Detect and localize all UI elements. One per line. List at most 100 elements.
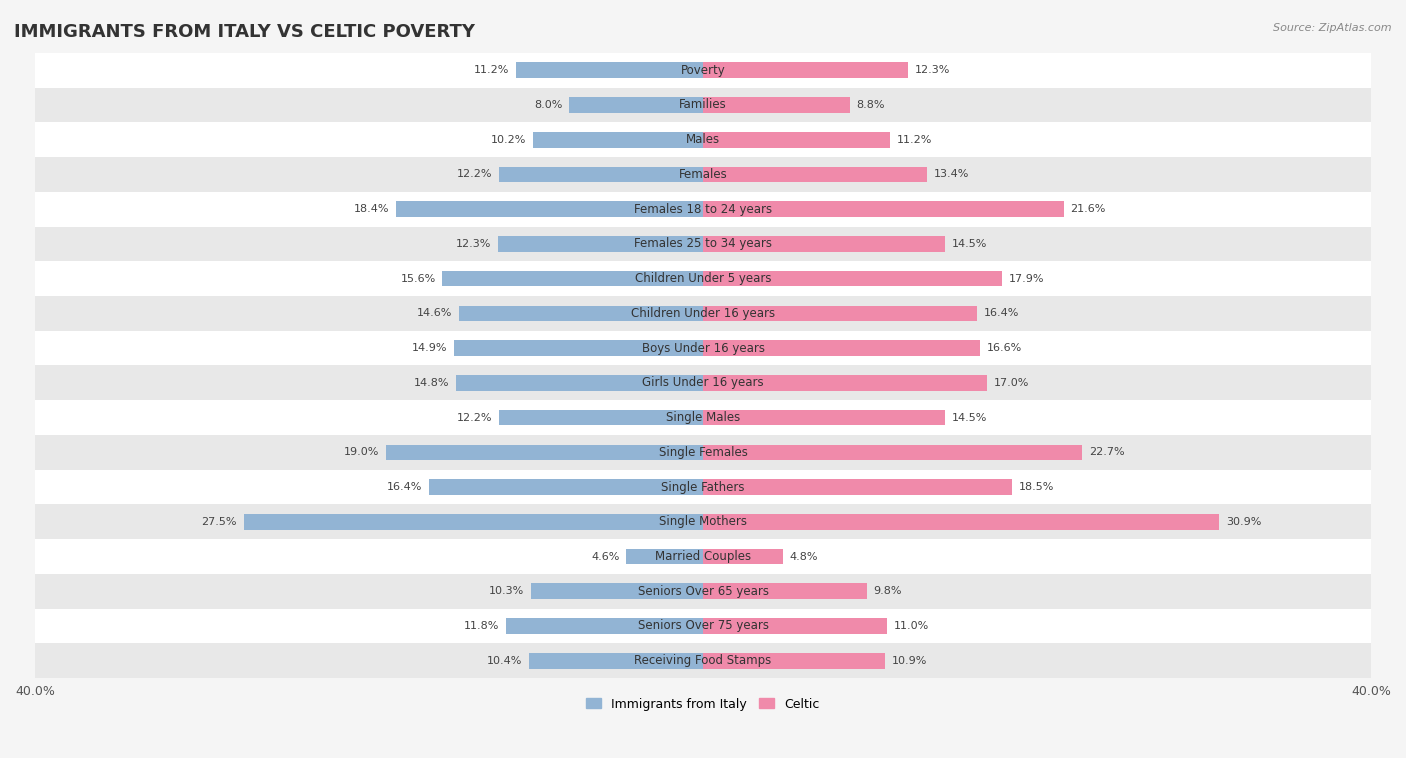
Bar [703, 305, 977, 321]
Bar [626, 549, 703, 564]
Bar [703, 514, 1219, 530]
Text: Married Couples: Married Couples [655, 550, 751, 563]
Bar [703, 653, 884, 669]
Text: 10.9%: 10.9% [891, 656, 927, 666]
Text: 21.6%: 21.6% [1070, 204, 1105, 215]
Bar [703, 549, 783, 564]
Bar [703, 97, 851, 113]
Text: 12.3%: 12.3% [456, 239, 491, 249]
Text: 27.5%: 27.5% [201, 517, 238, 527]
Bar [703, 62, 908, 78]
Bar [499, 410, 703, 425]
Bar [35, 227, 1371, 262]
Bar [569, 97, 703, 113]
Text: Single Mothers: Single Mothers [659, 515, 747, 528]
Text: 18.4%: 18.4% [353, 204, 389, 215]
Legend: Immigrants from Italy, Celtic: Immigrants from Italy, Celtic [581, 693, 825, 716]
Bar [531, 584, 703, 599]
Text: Females: Females [679, 168, 727, 181]
Bar [506, 619, 703, 634]
Bar [498, 236, 703, 252]
Bar [703, 340, 980, 356]
Text: Children Under 16 years: Children Under 16 years [631, 307, 775, 320]
Bar [703, 132, 890, 148]
Text: Single Fathers: Single Fathers [661, 481, 745, 493]
Text: Females 25 to 34 years: Females 25 to 34 years [634, 237, 772, 250]
Text: Poverty: Poverty [681, 64, 725, 77]
Bar [703, 619, 887, 634]
Text: Receiving Food Stamps: Receiving Food Stamps [634, 654, 772, 667]
Bar [703, 167, 927, 182]
Bar [35, 470, 1371, 504]
Text: Families: Families [679, 99, 727, 111]
Text: 11.2%: 11.2% [474, 65, 509, 75]
Bar [703, 584, 866, 599]
Text: 14.6%: 14.6% [418, 309, 453, 318]
Bar [35, 609, 1371, 644]
Bar [243, 514, 703, 530]
Bar [456, 375, 703, 390]
Bar [703, 236, 945, 252]
Bar [529, 653, 703, 669]
Bar [385, 444, 703, 460]
Bar [35, 365, 1371, 400]
Text: 14.5%: 14.5% [952, 412, 987, 422]
Text: 10.4%: 10.4% [488, 656, 523, 666]
Text: 4.8%: 4.8% [790, 552, 818, 562]
Text: 10.3%: 10.3% [489, 586, 524, 597]
Bar [35, 122, 1371, 157]
Text: 8.8%: 8.8% [856, 100, 886, 110]
Bar [35, 330, 1371, 365]
Text: 16.4%: 16.4% [387, 482, 422, 492]
Text: 11.8%: 11.8% [464, 621, 499, 631]
Bar [35, 192, 1371, 227]
Text: 15.6%: 15.6% [401, 274, 436, 283]
Text: 14.8%: 14.8% [413, 377, 449, 388]
Bar [35, 262, 1371, 296]
Text: 4.6%: 4.6% [591, 552, 620, 562]
Text: 14.9%: 14.9% [412, 343, 447, 353]
Bar [35, 157, 1371, 192]
Text: 17.0%: 17.0% [994, 377, 1029, 388]
Bar [533, 132, 703, 148]
Text: Boys Under 16 years: Boys Under 16 years [641, 342, 765, 355]
Bar [703, 375, 987, 390]
Bar [454, 340, 703, 356]
Bar [429, 479, 703, 495]
Text: 11.0%: 11.0% [893, 621, 928, 631]
Text: 22.7%: 22.7% [1088, 447, 1125, 457]
Text: Girls Under 16 years: Girls Under 16 years [643, 377, 763, 390]
Text: Source: ZipAtlas.com: Source: ZipAtlas.com [1274, 23, 1392, 33]
Text: Single Males: Single Males [666, 411, 740, 424]
Text: 9.8%: 9.8% [873, 586, 901, 597]
Text: Children Under 5 years: Children Under 5 years [634, 272, 772, 285]
Text: IMMIGRANTS FROM ITALY VS CELTIC POVERTY: IMMIGRANTS FROM ITALY VS CELTIC POVERTY [14, 23, 475, 41]
Text: Seniors Over 75 years: Seniors Over 75 years [637, 619, 769, 632]
Text: 12.2%: 12.2% [457, 412, 492, 422]
Text: 13.4%: 13.4% [934, 170, 969, 180]
Bar [35, 574, 1371, 609]
Text: 11.2%: 11.2% [897, 135, 932, 145]
Text: 16.6%: 16.6% [987, 343, 1022, 353]
Bar [35, 296, 1371, 330]
Text: 8.0%: 8.0% [534, 100, 562, 110]
Text: 19.0%: 19.0% [343, 447, 380, 457]
Text: 12.2%: 12.2% [457, 170, 492, 180]
Bar [703, 444, 1083, 460]
Text: 30.9%: 30.9% [1226, 517, 1261, 527]
Bar [703, 271, 1002, 287]
Text: 16.4%: 16.4% [984, 309, 1019, 318]
Text: Single Females: Single Females [658, 446, 748, 459]
Bar [499, 167, 703, 182]
Bar [35, 400, 1371, 435]
Bar [35, 644, 1371, 678]
Bar [35, 88, 1371, 122]
Bar [703, 202, 1064, 217]
Bar [35, 53, 1371, 88]
Bar [516, 62, 703, 78]
Text: 12.3%: 12.3% [915, 65, 950, 75]
Text: 10.2%: 10.2% [491, 135, 526, 145]
Text: 18.5%: 18.5% [1019, 482, 1054, 492]
Bar [703, 410, 945, 425]
Text: Seniors Over 65 years: Seniors Over 65 years [637, 584, 769, 598]
